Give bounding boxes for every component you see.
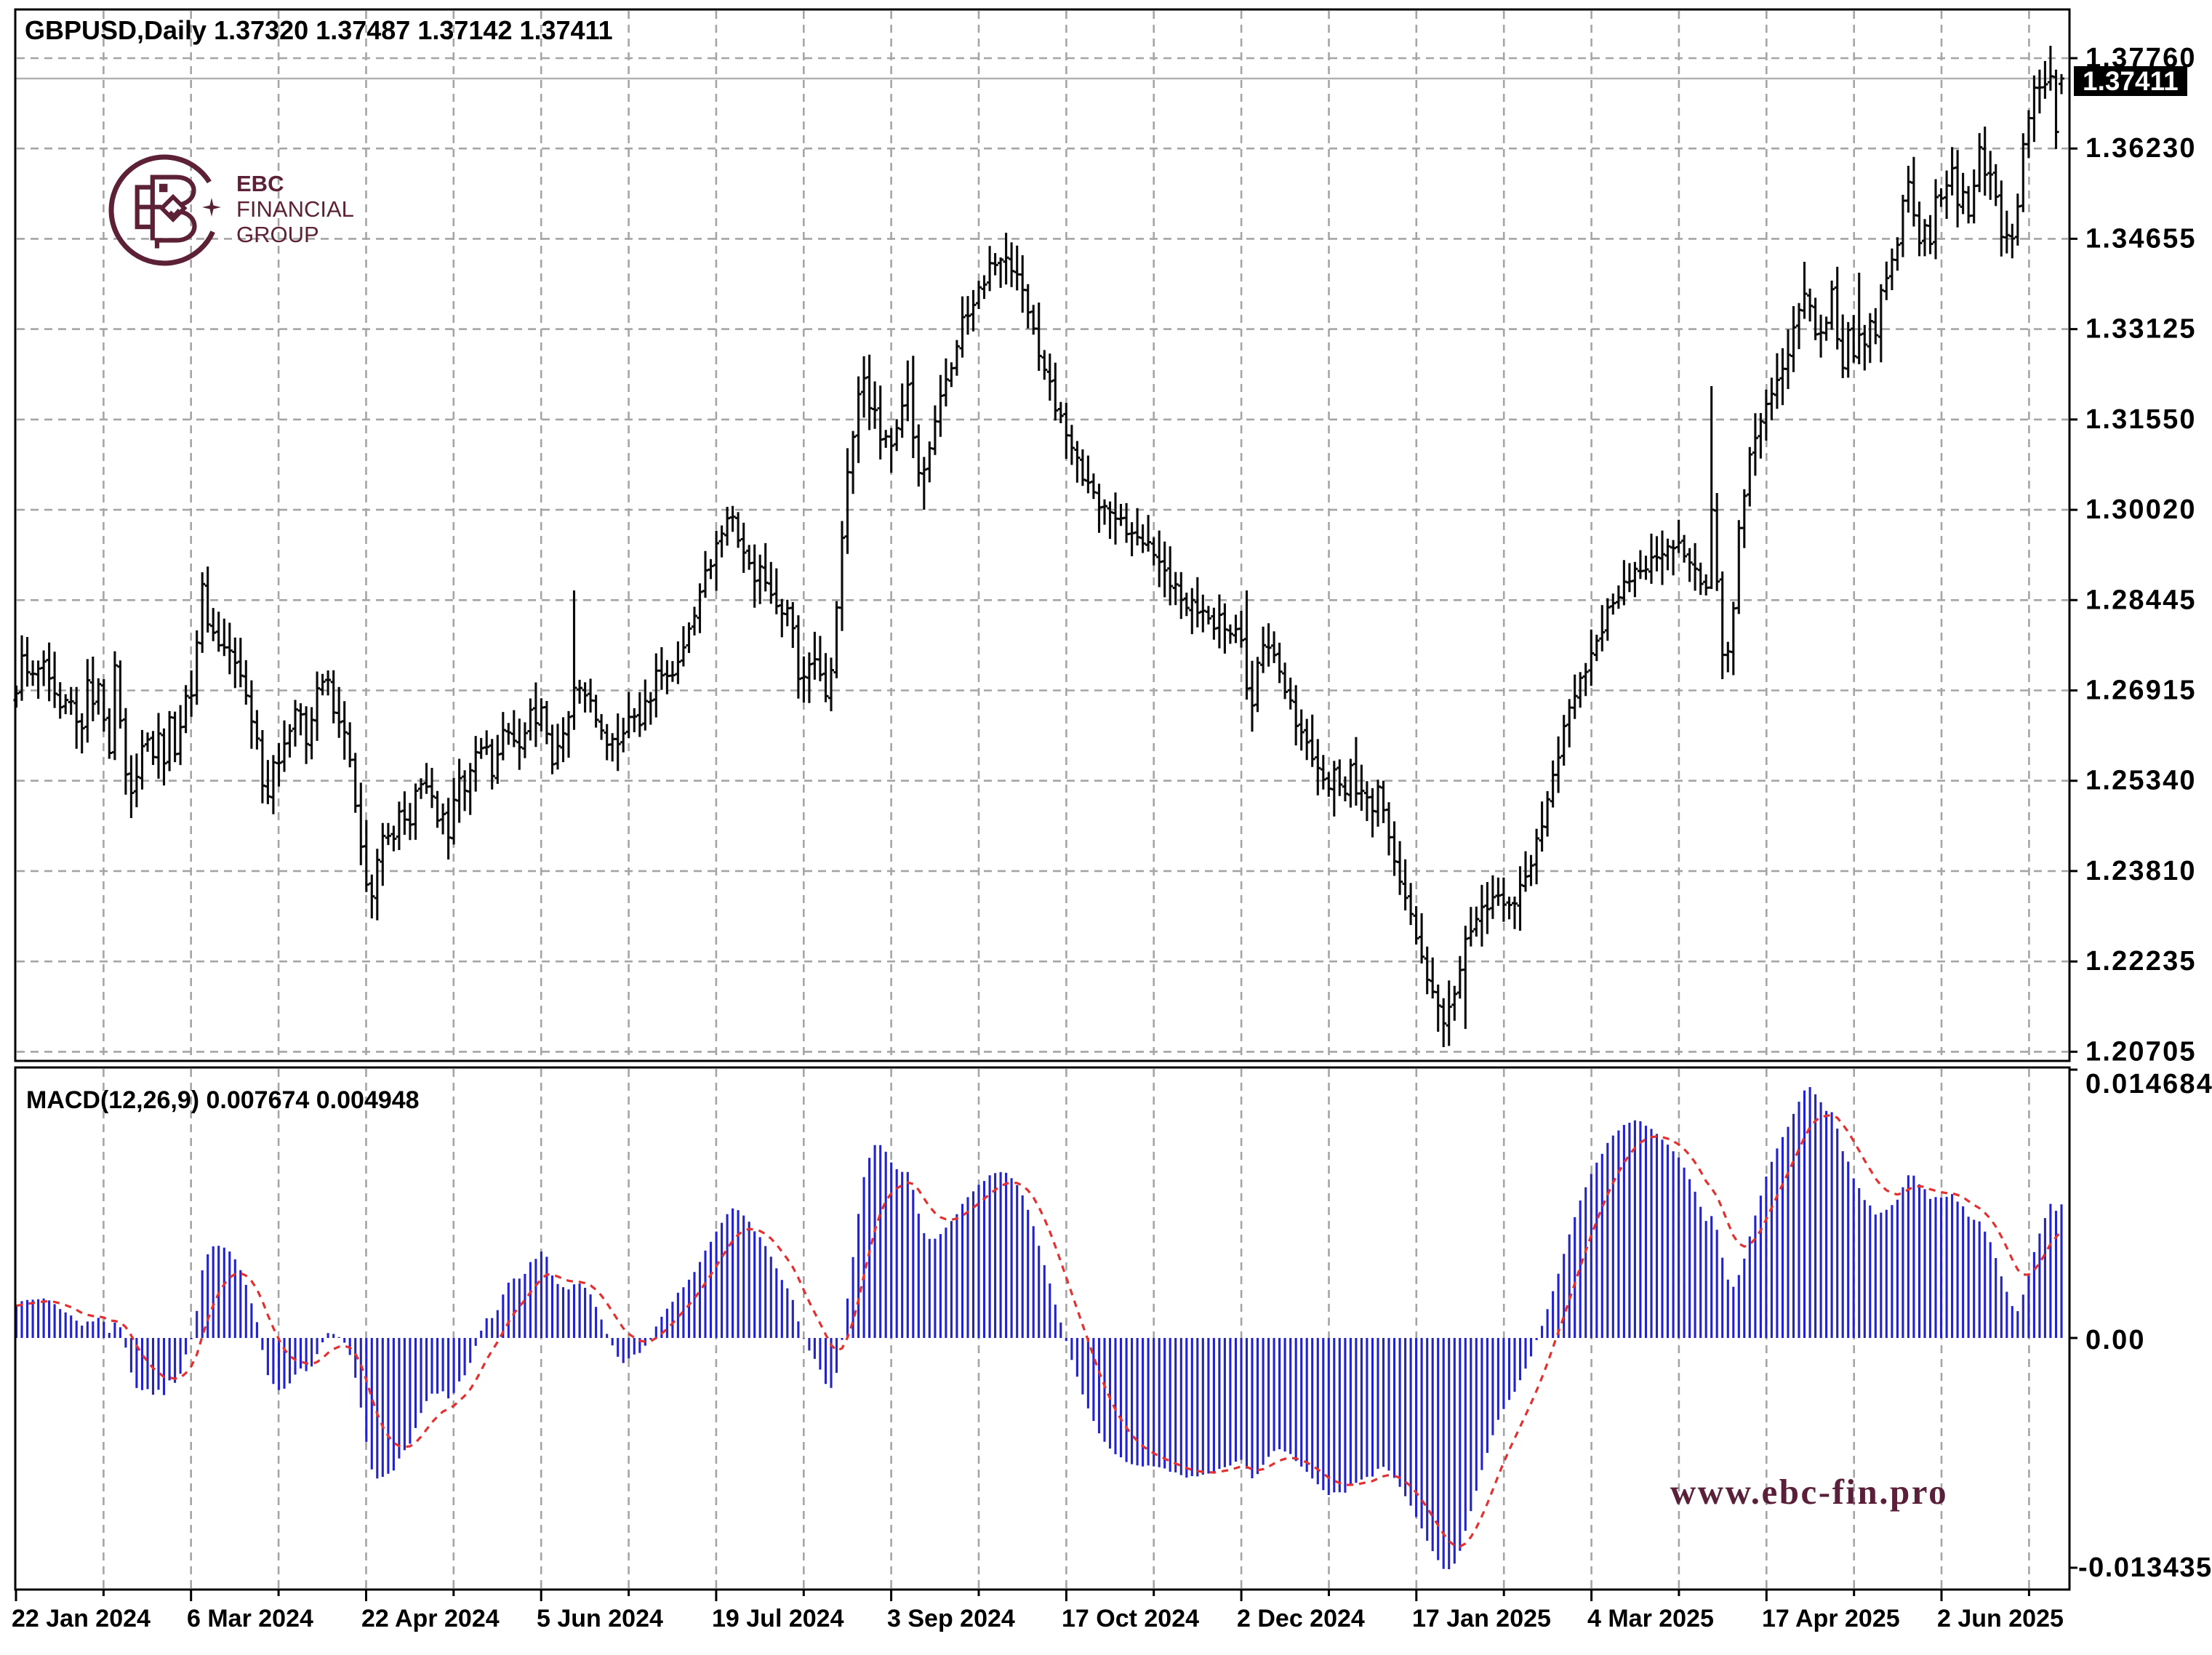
svg-text:6 Mar 2024: 6 Mar 2024 (187, 1605, 313, 1632)
svg-text:GROUP: GROUP (236, 222, 319, 247)
svg-text:1.33125: 1.33125 (2085, 314, 2197, 345)
svg-text:17 Apr 2025: 17 Apr 2025 (1762, 1605, 1900, 1632)
svg-text:1.22235: 1.22235 (2085, 946, 2197, 977)
svg-text:2 Jun 2025: 2 Jun 2025 (1937, 1605, 2064, 1632)
svg-text:1.36230: 1.36230 (2085, 133, 2197, 164)
svg-text:22 Apr 2024: 22 Apr 2024 (361, 1605, 500, 1632)
svg-text:1.23810: 1.23810 (2085, 856, 2197, 886)
svg-text:17 Oct 2024: 17 Oct 2024 (1062, 1605, 1199, 1632)
svg-text:19 Jul 2024: 19 Jul 2024 (712, 1605, 844, 1632)
svg-text:www.ebc-fin.pro: www.ebc-fin.pro (1670, 1472, 1948, 1512)
svg-text:-0.013435: -0.013435 (2078, 1552, 2212, 1583)
svg-text:1.31550: 1.31550 (2085, 404, 2197, 435)
svg-text:1.34655: 1.34655 (2085, 223, 2197, 254)
svg-text:1.26915: 1.26915 (2085, 676, 2197, 706)
svg-text:FINANCIAL: FINANCIAL (236, 196, 354, 222)
svg-text:1.20705: 1.20705 (2085, 1036, 2197, 1067)
svg-text:EBC: EBC (236, 171, 284, 196)
svg-text:1.37411: 1.37411 (2083, 66, 2179, 96)
svg-text:1.25340: 1.25340 (2085, 766, 2197, 796)
svg-text:0.014684: 0.014684 (2085, 1069, 2212, 1099)
svg-text:5 Jun 2024: 5 Jun 2024 (537, 1605, 663, 1632)
svg-text:1.28445: 1.28445 (2085, 585, 2197, 615)
svg-text:22 Jan 2024: 22 Jan 2024 (12, 1605, 151, 1632)
svg-text:17 Jan 2025: 17 Jan 2025 (1412, 1605, 1551, 1632)
svg-text:0.00: 0.00 (2085, 1325, 2146, 1355)
svg-text:4 Mar 2025: 4 Mar 2025 (1587, 1605, 1714, 1632)
svg-text:GBPUSD,Daily 1.37320 1.37487: GBPUSD,Daily 1.37320 1.37487 1.37142 1.3… (25, 15, 613, 45)
svg-text:1.30020: 1.30020 (2085, 494, 2197, 525)
svg-text:MACD(12,26,9) 0.007674 0.00494: MACD(12,26,9) 0.007674 0.004948 (26, 1086, 420, 1114)
svg-text:2 Dec 2024: 2 Dec 2024 (1237, 1605, 1365, 1632)
svg-text:3 Sep 2024: 3 Sep 2024 (887, 1605, 1015, 1632)
